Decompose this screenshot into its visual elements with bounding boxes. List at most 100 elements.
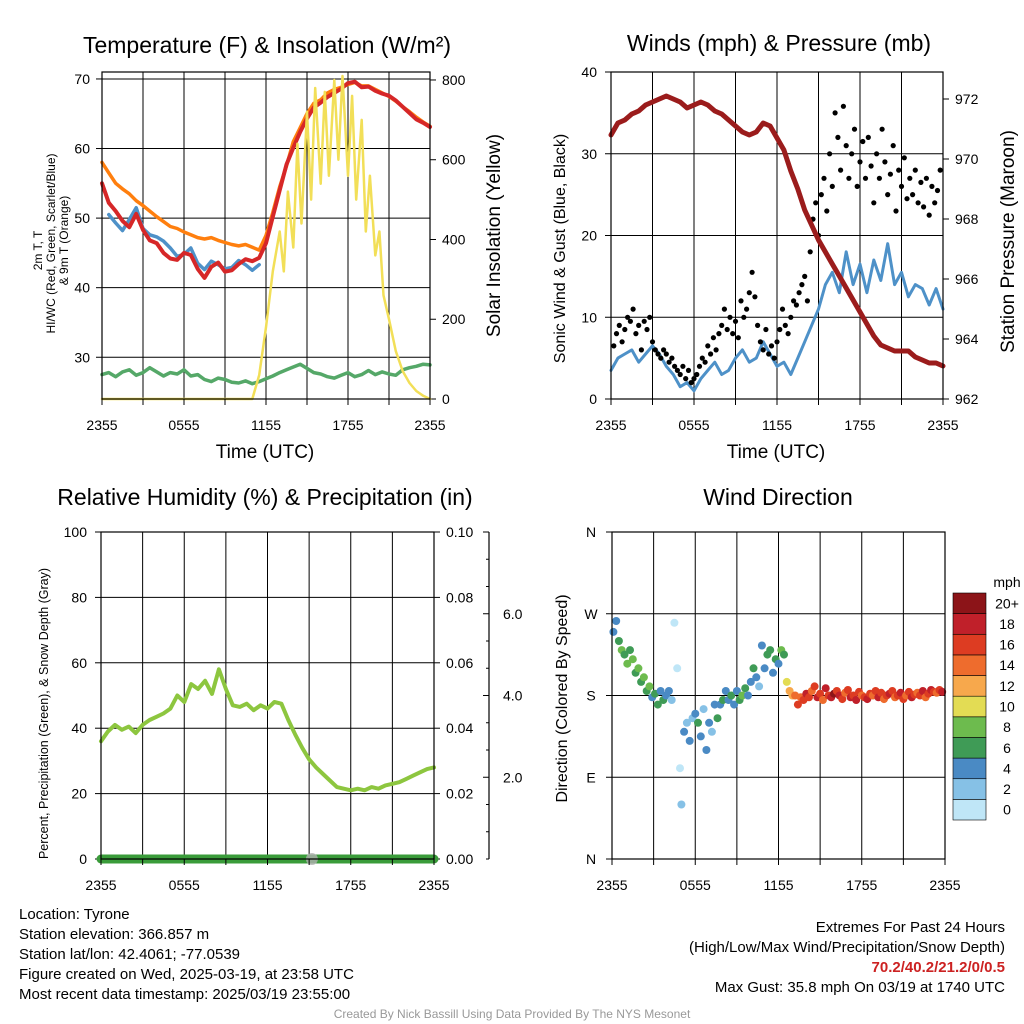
gust-point: [630, 306, 636, 312]
chart-title: Wind Direction: [703, 484, 853, 510]
colorbar-swatch: [952, 592, 987, 614]
gust-point: [785, 331, 791, 337]
colorbar-swatch: [952, 778, 987, 800]
gust-point: [788, 314, 794, 320]
gust-point: [696, 363, 703, 369]
colorbar-label: 14: [999, 657, 1015, 673]
direction-point: [752, 673, 761, 682]
x-tick-label: 1155: [251, 417, 281, 433]
colorbar-swatch: [952, 633, 987, 656]
speed-colorbar: mph 0 2 4 6 8 10 12 14 16 18 20+: [952, 574, 1021, 821]
gust-point: [708, 351, 714, 357]
gust-point: [818, 192, 824, 198]
y2-tick-label: 966: [955, 271, 979, 287]
y2-tick-label: 0.10: [446, 524, 473, 540]
gust-point: [719, 322, 725, 328]
direction-point: [612, 617, 621, 625]
y2-tick-label: 962: [955, 391, 979, 407]
station-info: Location: Tyrone Station elevation: 366.…: [19, 905, 354, 1005]
y2-tick-label: 0.04: [446, 720, 473, 736]
direction-point: [938, 687, 947, 696]
gust-point: [846, 175, 852, 181]
colorbar-label: 16: [999, 637, 1015, 653]
direction-point: [793, 700, 802, 709]
colorbar-label: 10: [999, 699, 1015, 715]
gust-point: [666, 359, 672, 365]
chart-title: Temperature (F) & Insolation (W/m²): [83, 32, 451, 58]
gust-point: [705, 343, 711, 349]
direction-point: [755, 682, 764, 691]
gust-point: [835, 134, 841, 140]
gust-point: [851, 126, 858, 132]
gust-point: [727, 314, 733, 320]
y3-tick-label: 2.0: [503, 769, 523, 785]
y-tick-label: 70: [74, 71, 90, 87]
direction-point: [888, 687, 897, 695]
y2-tick-label: 968: [955, 211, 979, 227]
y-tick-label: 30: [581, 146, 597, 162]
gust-point: [832, 110, 838, 116]
colorbar-label: 8: [1003, 719, 1011, 735]
gust-point: [724, 326, 730, 333]
station-pressure-line: [608, 93, 946, 369]
chart-title: Relative Humidity (%) & Precipitation (i…: [57, 484, 472, 510]
gust-point: [860, 138, 866, 145]
gust-point: [625, 314, 631, 320]
gust-point: [854, 183, 860, 189]
direction-point: [810, 682, 819, 691]
direction-point: [614, 637, 623, 645]
gust-point: [763, 326, 769, 333]
y-tick-label: 60: [74, 141, 90, 157]
gust-point: [760, 347, 766, 353]
gust-point: [735, 335, 741, 341]
gust-point: [638, 347, 645, 353]
wind-plot: 0 10 20 30 40 962 964 966 968 970 972 2355 0555 1155 1…: [552, 30, 1019, 463]
gust-point: [824, 208, 830, 214]
direction-point: [673, 664, 682, 673]
gust-point: [929, 183, 935, 189]
direction-point: [769, 668, 777, 677]
colorbar-label: 0: [1003, 802, 1011, 818]
colorbar-swatch: [952, 757, 987, 780]
gust-point: [882, 159, 888, 165]
x-tick-label: 2355: [927, 417, 958, 433]
gust-point: [744, 306, 750, 312]
gust-point: [898, 183, 905, 189]
gust-point: [807, 249, 813, 255]
gust-point: [771, 355, 777, 361]
direction-point: [628, 655, 637, 664]
gust-point: [611, 343, 617, 349]
direction-point: [699, 705, 708, 714]
temp-plot: 30 40 50 60 70 0 200 400 600 800 2355 0555 1155 1755 2…: [31, 32, 505, 463]
gust-point: [918, 179, 924, 185]
gust-point: [644, 326, 650, 333]
gust-point: [663, 351, 669, 357]
direction-point: [710, 700, 719, 709]
y2-tick-label: 200: [442, 311, 466, 327]
extremes-subtitle: (High/Low/Max Wind/Precipitation/Snow De…: [689, 939, 1005, 956]
gust-point: [647, 314, 653, 320]
gust-point: [838, 167, 844, 173]
x-tick-label: 2355: [418, 877, 449, 893]
latlon-text: Station lat/lon: 42.4061; -77.0539: [19, 946, 241, 963]
location-text: Location: Tyrone: [19, 906, 130, 923]
gust-point: [661, 347, 667, 353]
y3-tick-label: 4.0: [503, 688, 523, 704]
x-tick-label: 2355: [595, 417, 626, 433]
gust-point: [802, 273, 808, 279]
direction-point: [721, 687, 730, 695]
direction-point: [843, 686, 852, 694]
colorbar-swatch: [952, 716, 987, 738]
direction-point: [645, 682, 654, 691]
x-tick-label: 2355: [86, 417, 117, 433]
direction-point: [677, 800, 686, 809]
x-axis-label: Time (UTC): [216, 442, 315, 463]
direction-point: [746, 677, 755, 686]
gust-point: [721, 306, 728, 312]
x-axis-label: Time (UTC): [727, 442, 826, 463]
gust-point: [768, 343, 775, 349]
y2-tick-label: 0.00: [446, 851, 473, 867]
y-tick-label: N: [586, 851, 596, 867]
gust-point: [683, 376, 689, 382]
